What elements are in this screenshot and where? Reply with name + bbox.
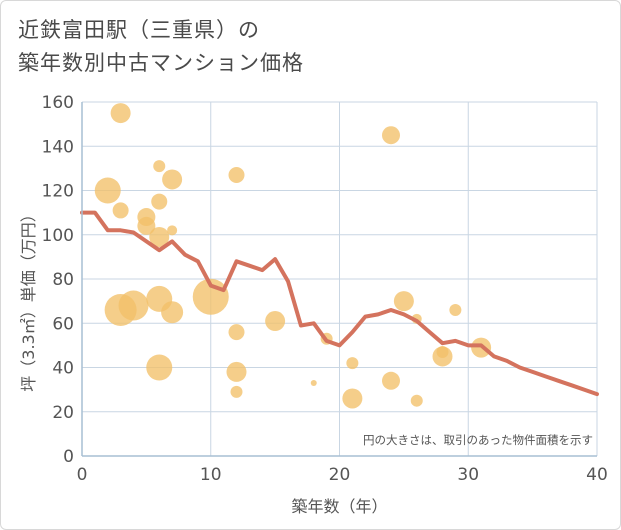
bubble <box>137 216 156 235</box>
x-tick-label: 20 <box>329 465 351 485</box>
bubble <box>153 160 166 173</box>
bubble <box>310 379 317 386</box>
y-tick-label: 20 <box>52 403 74 423</box>
x-tick-label: 0 <box>77 465 88 485</box>
y-tick-label: 60 <box>52 314 74 334</box>
size-note: 円の大きさは、取引のあった物件面積を示す <box>363 433 593 447</box>
y-axis-label: 坪（3.3㎡）単価（万円） <box>19 206 38 391</box>
bubble <box>346 357 359 370</box>
bubble <box>410 394 423 407</box>
bubble <box>151 193 168 210</box>
bubble <box>110 103 131 124</box>
y-tick-label: 80 <box>52 270 74 290</box>
y-tick-label: 140 <box>42 137 74 157</box>
bubble <box>265 311 286 332</box>
bubble <box>94 177 121 204</box>
bubble <box>112 202 129 219</box>
y-tick-label: 0 <box>63 447 74 467</box>
bubble <box>342 388 363 409</box>
trend-line <box>80 210 599 397</box>
x-tick-label: 30 <box>457 465 479 485</box>
bubble <box>146 354 173 381</box>
bubble <box>382 371 400 390</box>
bubble <box>382 126 400 145</box>
bubble <box>162 169 183 190</box>
axes: 0 20 40 60 80 100 120 140 160 0 10 20 30 40 <box>42 93 608 485</box>
bubble <box>432 346 453 367</box>
bubble <box>167 225 178 236</box>
y-tick-label: 100 <box>42 226 74 246</box>
bubble <box>161 301 184 324</box>
bubble <box>230 385 243 398</box>
bubble <box>228 324 245 341</box>
x-tick-label: 40 <box>586 465 608 485</box>
chart-title-line-2: 築年数別中古マンション価格 <box>18 51 304 75</box>
bubble <box>104 293 137 326</box>
bubble <box>449 303 462 316</box>
bubble <box>228 167 245 184</box>
y-tick-label: 40 <box>52 359 74 379</box>
bubble <box>149 226 170 247</box>
x-tick-label: 10 <box>200 465 222 485</box>
y-tick-label: 120 <box>42 182 74 202</box>
bubble <box>393 291 414 312</box>
y-tick-label: 160 <box>42 93 74 113</box>
bubble <box>226 361 247 382</box>
x-axis-label: 築年数（年） <box>291 497 387 516</box>
chart-title: 近鉄富田駅（三重県）の 築年数別中古マンション価格 <box>18 14 304 80</box>
chart-title-line-1: 近鉄富田駅（三重県）の <box>18 18 260 42</box>
